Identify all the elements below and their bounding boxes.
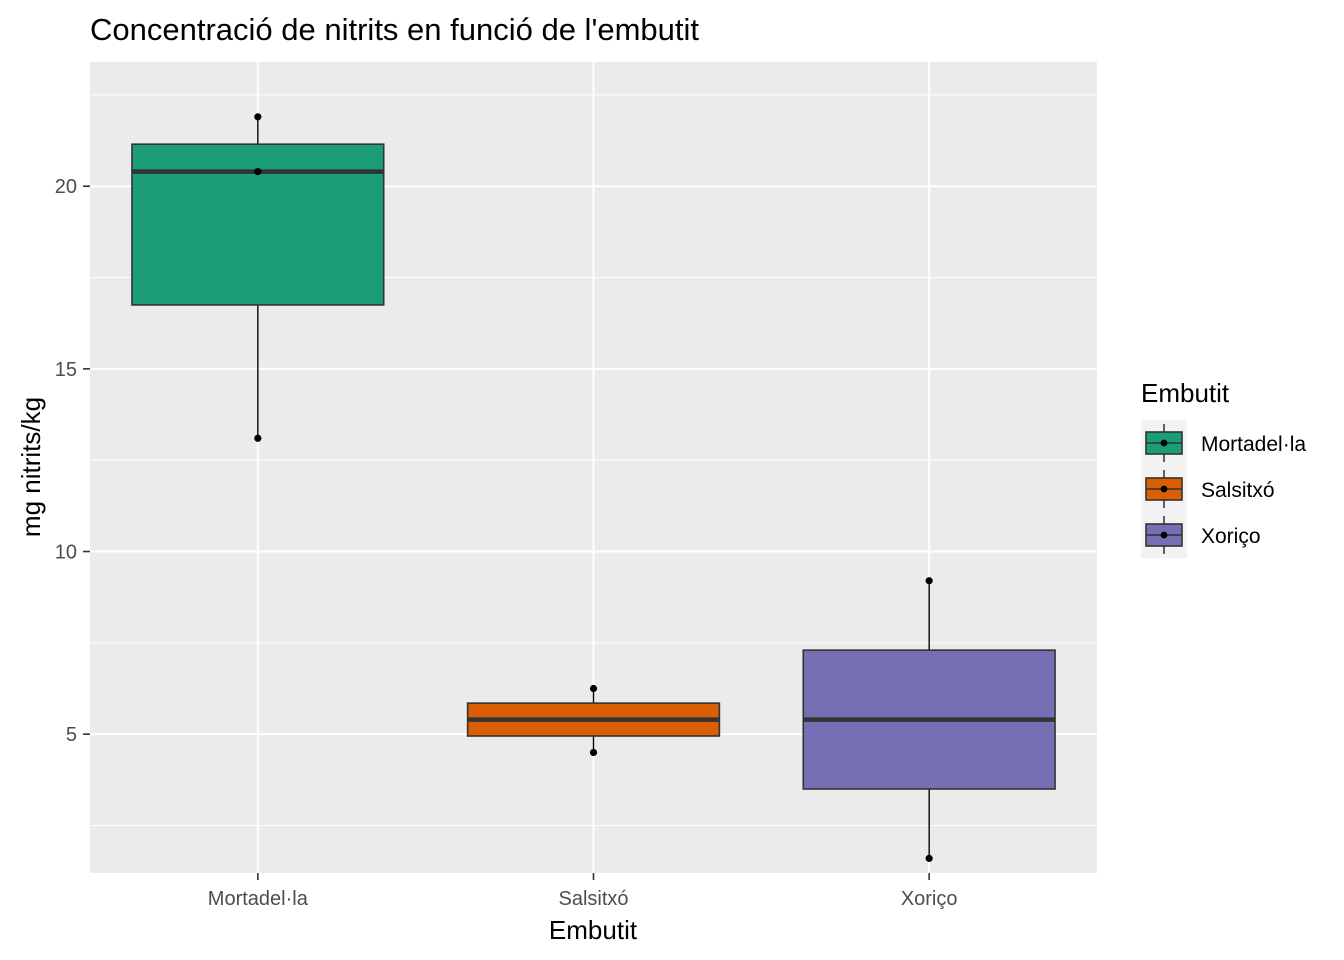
data-point [254, 434, 262, 442]
y-axis-title: mg nitrits/kg [16, 397, 46, 537]
x-tick-label: Xoriço [901, 888, 958, 910]
y-tick-label: 15 [55, 359, 77, 381]
boxes [131, 113, 1056, 862]
legend-entry: Salsitxó [1141, 466, 1275, 512]
y-tick-label: 5 [66, 724, 77, 746]
box-Xoriço [802, 577, 1056, 862]
y-tick-label: 10 [55, 542, 77, 564]
legend: Embutit Mortadel·la Salsitxó Xoriço [1141, 378, 1306, 558]
legend-label: Salsitxó [1201, 479, 1275, 502]
legend-key-point [1160, 485, 1168, 493]
data-point [589, 748, 598, 757]
data-point [589, 684, 598, 693]
data-point [925, 854, 933, 862]
legend-label: Xoriço [1201, 525, 1261, 548]
chart-title: Concentració de nitrits en funció de l'e… [90, 12, 699, 47]
legend-entry: Mortadel·la [1141, 420, 1306, 466]
y-axis: 5 10 15 20 [55, 176, 90, 746]
x-axis: Mortadel·la Salsitxó Xoriço [208, 873, 958, 910]
data-point [925, 577, 933, 585]
x-axis-title: Embutit [549, 915, 638, 945]
legend-entry: Xoriço [1141, 512, 1261, 558]
box-Mortadel·la [131, 113, 385, 442]
legend-label: Mortadel·la [1201, 433, 1306, 456]
legend-title: Embutit [1141, 378, 1230, 408]
x-tick-label: Salsitxó [558, 888, 628, 910]
x-tick-label: Mortadel·la [208, 888, 309, 910]
box-Salsitxó [466, 684, 721, 757]
data-point [254, 113, 262, 121]
data-point [254, 167, 262, 176]
legend-key-point [1160, 531, 1168, 539]
y-tick-label: 20 [55, 176, 77, 198]
legend-key-point [1160, 439, 1168, 447]
